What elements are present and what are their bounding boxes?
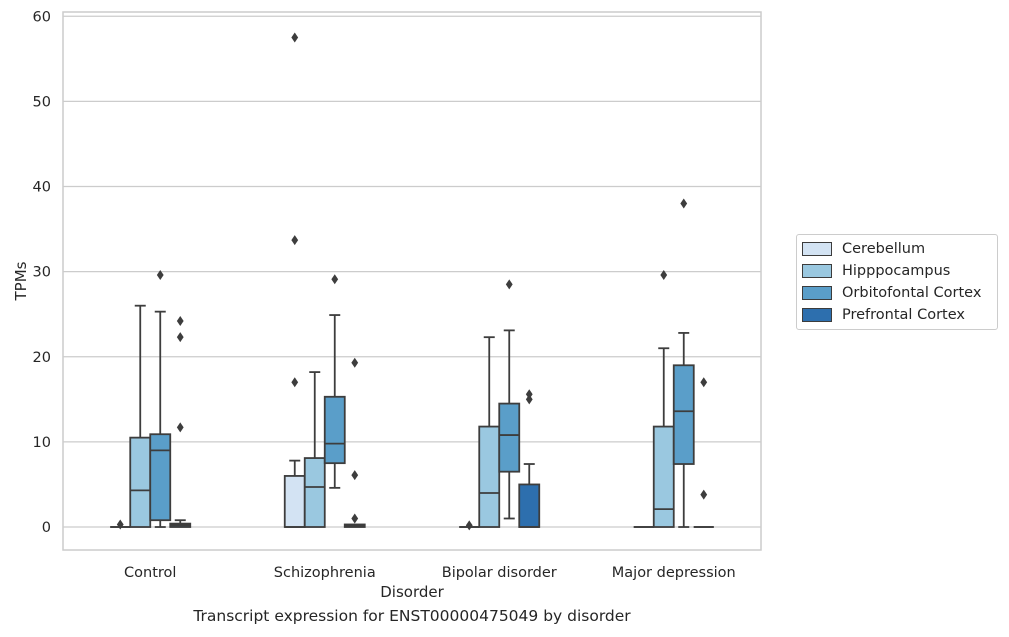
outlier-point <box>525 389 533 400</box>
y-tick-label: 30 <box>33 265 51 281</box>
box-body <box>672 364 695 465</box>
figure-caption: Transcript expression for ENST0000047504… <box>193 607 631 625</box>
gridlines <box>63 15 761 528</box>
box-3-1 <box>343 357 366 528</box>
x-tick-label: Schizophrenia <box>274 565 376 581</box>
outlier-point <box>465 520 473 531</box>
box-body <box>149 433 172 522</box>
box-3-2 <box>518 389 541 528</box>
box-1-0 <box>129 304 152 528</box>
legend-swatch-orbitofrontal <box>802 286 832 300</box>
box-1-1 <box>303 371 326 528</box>
outlier-point <box>525 394 533 405</box>
outlier-point <box>116 519 124 530</box>
box-0-1 <box>283 32 306 528</box>
x-tick-label: Major depression <box>612 565 736 581</box>
box-0-0 <box>110 519 131 530</box>
outlier-point <box>156 270 164 281</box>
box-1-2 <box>478 336 501 528</box>
outlier-point <box>291 235 299 246</box>
legend-item-orbitofrontal: Orbitofontal Cortex <box>802 284 981 302</box>
box-2-2 <box>498 279 521 520</box>
outlier-point <box>660 270 668 281</box>
x-tick-label: Bipolar disorder <box>442 565 557 581</box>
box-body <box>323 395 346 465</box>
outlier-point <box>176 316 184 327</box>
outlier-point <box>680 198 688 209</box>
y-tick-label: 40 <box>33 180 51 196</box>
y-tick-label: 0 <box>42 520 51 536</box>
legend-swatch-hippocampus <box>802 264 832 278</box>
outlier-point <box>351 513 359 524</box>
boxes <box>110 32 714 531</box>
box-2-3 <box>672 198 695 528</box>
legend-swatch-prefrontal <box>802 308 832 322</box>
outlier-point <box>176 422 184 433</box>
outlier-point <box>351 357 359 368</box>
y-axis-title: TPMs <box>12 261 30 301</box>
x-axis-title: Disorder <box>380 583 444 601</box>
y-tick-label: 10 <box>33 435 51 451</box>
box-2-0 <box>149 270 172 528</box>
box-body <box>498 402 521 473</box>
y-tick-label: 20 <box>33 350 51 366</box>
legend-label: Cerebellum <box>842 241 926 257</box>
x-tick-label: Control <box>124 565 176 581</box>
box-3-3 <box>693 377 714 528</box>
outlier-point <box>351 470 359 481</box>
legend-item-cerebellum: Cerebellum <box>802 240 925 258</box>
x-tick-labels: Control Schizophrenia Bipolar disorder Majo… <box>124 565 736 581</box>
y-tick-label: 50 <box>33 94 51 110</box>
box-body <box>303 457 326 528</box>
box-0-2 <box>459 520 480 531</box>
outlier-point <box>700 377 708 388</box>
outlier-point <box>700 489 708 500</box>
legend-label: Prefrontal Cortex <box>842 307 965 323</box>
plot-frame <box>62 11 762 551</box>
box-1-3 <box>652 270 675 528</box>
y-tick-labels: 0 10 20 30 40 50 60 <box>33 9 51 536</box>
box-body <box>518 483 541 528</box>
legend: Cerebellum Hipppocampus Orbitofontal Cor… <box>796 234 998 330</box>
box-2-1 <box>323 274 346 489</box>
legend-swatch-cerebellum <box>802 242 832 256</box>
y-tick-label: 60 <box>33 9 51 25</box>
outlier-point <box>291 377 299 388</box>
legend-item-hippocampus: Hipppocampus <box>802 262 950 280</box>
outlier-point <box>291 32 299 43</box>
outlier-point <box>331 274 339 285</box>
legend-label: Hipppocampus <box>842 263 951 279</box>
box-body <box>478 425 501 528</box>
box-body <box>652 425 675 528</box>
box-body <box>129 436 152 528</box>
outlier-point <box>505 279 513 290</box>
box-body <box>283 475 306 528</box>
box-3-0 <box>169 316 192 528</box>
legend-label: Orbitofontal Cortex <box>842 285 982 301</box>
outlier-point <box>176 332 184 343</box>
legend-item-prefrontal: Prefrontal Cortex <box>802 306 965 324</box>
